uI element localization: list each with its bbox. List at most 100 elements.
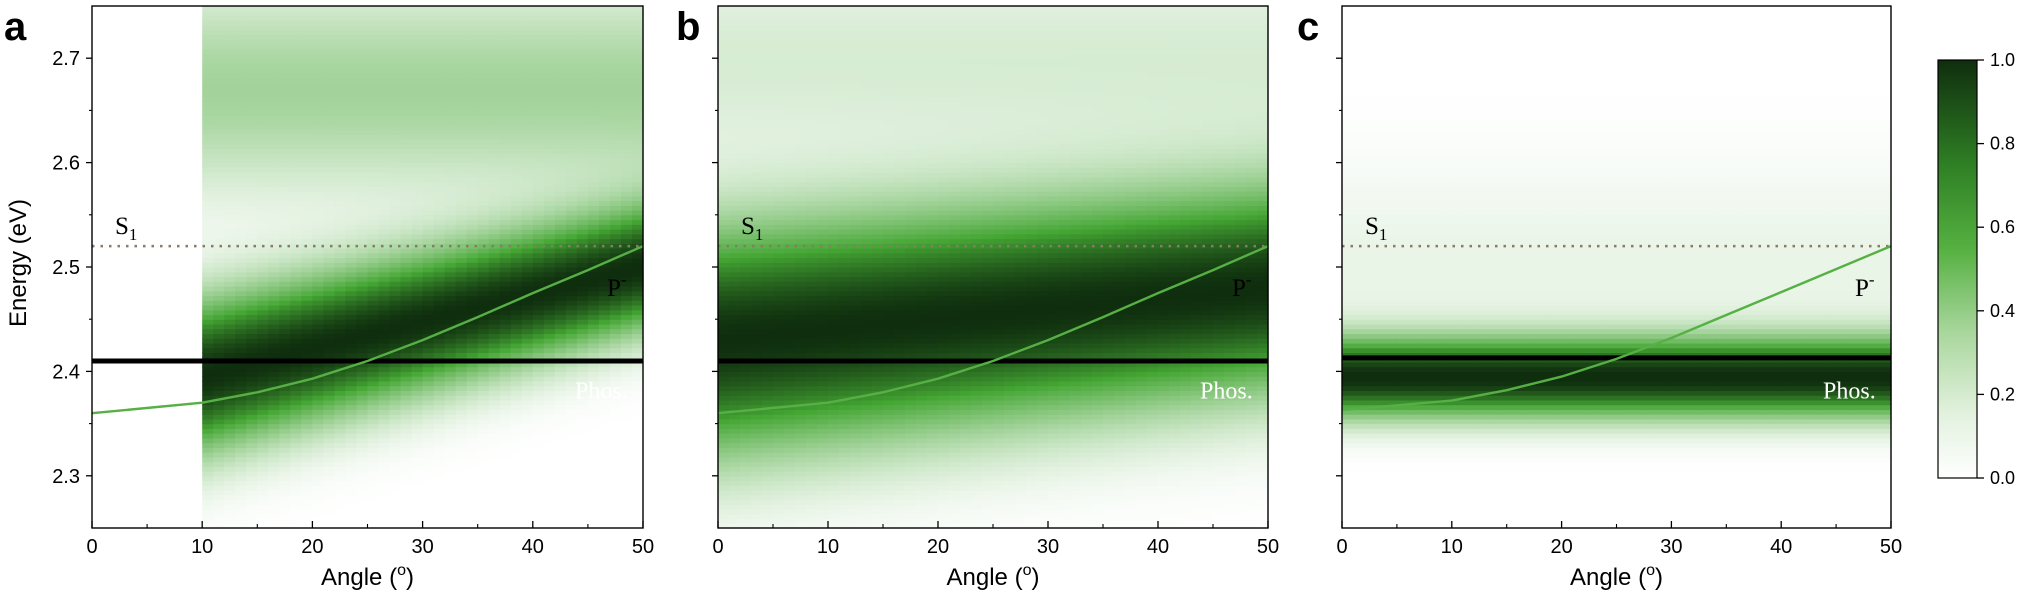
heatmap-cell [532,10,545,17]
heatmap-cell [620,219,633,225]
heatmap-cell [400,295,413,301]
heatmap-cell [356,39,369,45]
heatmap-cell [246,452,258,458]
heatmap-cell [290,347,302,354]
heatmap-cell [323,119,336,126]
heatmap-cell [532,433,545,439]
heatmap-cell [389,319,402,325]
heatmap-cell [729,72,741,78]
heatmap-cell [290,333,302,339]
heatmap-cell [257,404,269,410]
heatmap-cell [202,143,214,149]
heatmap-cell [312,34,325,40]
heatmap-cell [224,513,236,520]
heatmap-cell [246,399,258,406]
heatmap-cell [433,124,446,130]
heatmap-cell [389,91,402,97]
heatmap-cell [565,224,578,230]
heatmap-cell [389,328,402,335]
heatmap-cell [433,172,446,178]
heatmap-cell [631,380,644,387]
heatmap-cell [400,172,413,178]
heatmap-cell [411,385,424,391]
heatmap-cell [301,191,313,197]
heatmap-cell [751,276,763,282]
heatmap-cell [323,24,336,31]
heatmap-cell [609,115,622,121]
heatmap-cell [609,148,622,154]
heatmap-cell [367,494,380,501]
heatmap-cell [532,24,545,31]
heatmap-cell [301,48,313,55]
heatmap-cell [499,86,512,93]
heatmap-cell [312,6,325,12]
heatmap-cell [521,20,534,26]
heatmap-cell [389,124,402,130]
heatmap-cell [543,210,556,216]
heatmap-cell [334,86,347,93]
heatmap-cell [246,319,258,325]
heatmap-cell [279,490,291,496]
heatmap-cell [367,314,380,320]
heatmap-cell [367,461,380,467]
heatmap-cell [620,195,633,202]
heatmap-cell [554,276,567,282]
heatmap-cell [521,252,534,259]
heatmap-cell [301,20,313,26]
heatmap-cell [301,523,313,529]
heatmap-cell [762,267,774,273]
heatmap-cell [268,323,280,330]
heatmap-cell [279,91,291,97]
heatmap-cell [323,115,336,121]
heatmap-cell [609,29,622,36]
heatmap-cell [620,309,633,316]
heatmap-cell [762,385,774,391]
heatmap-cell [356,290,369,297]
heatmap-cell [477,153,490,159]
heatmap-cell [400,281,413,287]
heatmap-cell [378,24,391,31]
heatmap-cell [345,371,358,377]
heatmap-cell [422,471,435,477]
heatmap-cell [466,267,479,273]
heatmap-cell [356,243,369,249]
heatmap-cell [510,437,523,444]
heatmap-cell [224,129,236,135]
heatmap-cell [576,338,589,344]
heatmap-cell [554,442,567,448]
heatmap-cell [202,162,214,168]
heatmap-cell [521,267,534,273]
heatmap-cell [729,475,741,482]
heatmap-cell [345,238,358,244]
heatmap-cell [301,447,313,453]
heatmap-cell [400,86,413,93]
heatmap-cell [444,229,457,235]
heatmap-cell [510,148,523,154]
heatmap-cell [620,20,633,26]
heatmap-cell [279,399,291,406]
heatmap-cell [235,390,247,396]
heatmap-cell [631,314,644,320]
heatmap-cell [213,167,225,173]
heatmap-cell [576,233,589,240]
heatmap-cell [444,257,457,263]
heatmap-cell [202,494,214,501]
heatmap-cell [202,328,214,335]
heatmap-cell [279,300,291,306]
heatmap-cell [729,119,741,126]
heatmap-cell [257,342,269,349]
heatmap-cell [422,494,435,501]
heatmap-cell [411,86,424,93]
heatmap-cell [389,119,402,126]
heatmap-cell [729,48,741,55]
heatmap-cell [565,210,578,216]
heatmap-cell [400,10,413,17]
heatmap-cell [334,233,347,240]
heatmap-cell [609,77,622,83]
heatmap-cell [433,257,446,263]
heatmap-cell [609,504,622,510]
heatmap-cell [499,461,512,467]
heatmap-cell [543,471,556,477]
heatmap-cell [488,181,501,187]
heatmap-cell [751,504,763,510]
